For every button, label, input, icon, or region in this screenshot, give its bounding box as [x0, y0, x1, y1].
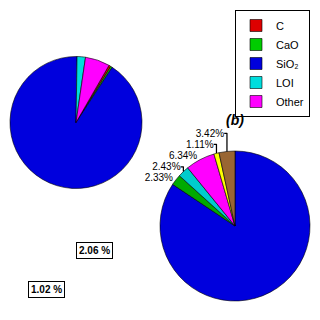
svg-text:SiO₂: SiO₂	[276, 58, 299, 70]
svg-text:CaO: CaO	[276, 39, 299, 51]
svg-text:2.43%: 2.43%	[152, 161, 180, 172]
svg-text:3.42%: 3.42%	[196, 128, 224, 139]
svg-text:Other: Other	[276, 96, 304, 108]
svg-text:LOI: LOI	[276, 77, 294, 89]
svg-text:(b): (b)	[226, 112, 244, 128]
svg-text:2.33%: 2.33%	[145, 172, 173, 183]
svg-text:C: C	[276, 20, 284, 32]
svg-text:6.34%: 6.34%	[169, 150, 197, 161]
svg-text:2.06 %: 2.06 %	[79, 245, 110, 256]
svg-text:1.02 %: 1.02 %	[31, 284, 62, 295]
svg-text:1.11%: 1.11%	[186, 139, 214, 150]
